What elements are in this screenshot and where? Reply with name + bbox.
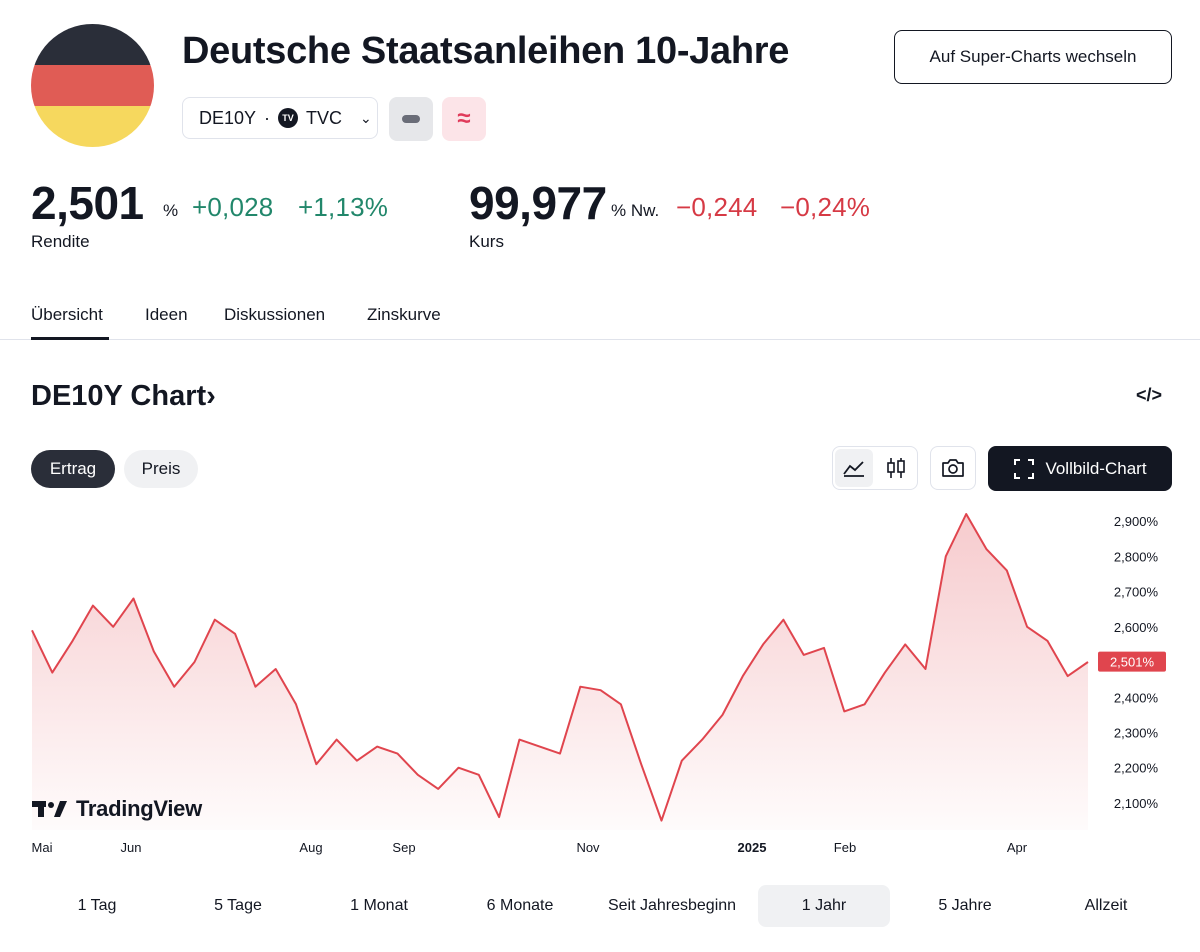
x-tick-label: Feb (834, 840, 856, 855)
price-label: Kurs (469, 232, 504, 251)
range-button[interactable]: 1 Monat (350, 897, 408, 914)
price-change-pct: −0,24% (780, 192, 871, 222)
exchange-label: TVC (306, 107, 343, 128)
yield-change-pct: +1,13% (298, 192, 389, 222)
embed-code-icon[interactable]: </> (1136, 385, 1163, 405)
camera-icon[interactable] (930, 446, 976, 490)
area-chart-icon[interactable] (835, 449, 873, 487)
x-tick-label: Nov (576, 840, 600, 855)
symbol-label: DE10Y (199, 107, 257, 128)
y-tick-label: 2,600% (1114, 620, 1159, 635)
y-tick-label: 2,800% (1114, 549, 1159, 564)
approx-pill-button[interactable]: ≈ (442, 97, 486, 141)
y-tick-label: 2,200% (1114, 761, 1159, 776)
tradingview-wordmark: TradingView (76, 796, 202, 821)
fullscreen-icon (1014, 458, 1035, 479)
chevron-right-icon: › (206, 380, 216, 412)
x-tick-label: Mai (32, 840, 53, 855)
price-change: −0,244 (676, 192, 758, 222)
toggle-price[interactable]: Preis (124, 450, 198, 488)
chart-type-group (832, 446, 918, 490)
super-charts-button[interactable]: Auf Super-Charts wechseln (894, 30, 1172, 84)
yield-chart[interactable]: 2,900% 2,800% 2,700% 2,600% 2,400% 2,300% 2,20… (0, 500, 1200, 870)
chevron-down-icon: ⌄ (360, 109, 372, 126)
yield-label: Rendite (31, 232, 90, 251)
range-button[interactable]: 5 Jahre (938, 897, 992, 914)
x-tick-label: Apr (1007, 840, 1028, 855)
x-tick-label: 2025 (738, 840, 767, 855)
yield-change: +0,028 (192, 192, 274, 222)
price-unit: % Nw. (611, 201, 660, 220)
y-tick-label: 2,700% (1114, 585, 1159, 600)
x-tick-label: Sep (392, 840, 415, 855)
tradingview-logo: TradingView (32, 796, 202, 822)
tab-yield-curve[interactable]: Zinskurve (367, 305, 441, 324)
germany-flag-icon (31, 24, 154, 147)
y-tick-label: 2,100% (1114, 796, 1159, 811)
yield-unit: % (163, 201, 179, 220)
range-button[interactable]: 6 Monate (486, 897, 554, 914)
tradingview-logo-icon (32, 801, 67, 817)
range-button[interactable]: Seit Jahresbeginn (607, 897, 737, 914)
symbol-separator: · (264, 107, 271, 128)
page-title: Deutsche Staatsanleihen 10-Jahre (182, 30, 790, 72)
tab-discussions[interactable]: Diskussionen (224, 305, 326, 324)
y-tick-label: 2,300% (1114, 726, 1159, 741)
candlestick-icon[interactable] (877, 449, 915, 487)
tv-logo-icon: TV (278, 108, 299, 128)
range-button[interactable]: 1 Tag (77, 897, 117, 914)
symbol-selector[interactable]: DE10Y · TV TVC ⌄ (182, 97, 378, 139)
active-tab-indicator (31, 337, 109, 340)
minus-pill-button[interactable] (389, 97, 433, 141)
chart-title: DE10Y Chart (31, 380, 207, 412)
chart-title-link[interactable]: DE10Y Chart› (31, 380, 216, 413)
price-value: 99,977 (469, 177, 607, 229)
range-button[interactable]: 1 Jahr (758, 885, 890, 927)
x-tick-label: Aug (299, 840, 322, 855)
last-value-badge (1098, 651, 1166, 672)
fullscreen-label: Vollbild-Chart (1045, 458, 1147, 478)
series-line (31, 513, 1089, 822)
range-button[interactable]: 5 Tage (214, 897, 262, 914)
toggle-yield[interactable]: Ertrag (31, 450, 115, 488)
fullscreen-chart-button[interactable]: Vollbild-Chart (988, 446, 1172, 491)
x-tick-label: Jun (121, 840, 142, 855)
last-value-label: 2,501% (1110, 655, 1155, 670)
tab-ideas[interactable]: Ideen (145, 305, 188, 324)
minus-icon (402, 115, 420, 123)
y-tick-label: 2,900% (1114, 514, 1159, 529)
series-area (32, 514, 1088, 830)
range-button[interactable]: Allzeit (1084, 897, 1128, 914)
y-tick-label: 2,400% (1114, 690, 1159, 705)
yield-value: 2,501 (31, 177, 144, 229)
tab-overview[interactable]: Übersicht (31, 305, 103, 324)
tabs-divider (0, 339, 1200, 340)
